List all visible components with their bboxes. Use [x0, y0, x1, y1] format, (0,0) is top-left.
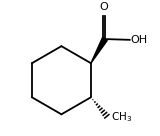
Text: CH$_3$: CH$_3$ [111, 110, 132, 124]
Text: O: O [100, 2, 108, 12]
Polygon shape [91, 38, 107, 63]
Text: OH: OH [130, 35, 148, 45]
